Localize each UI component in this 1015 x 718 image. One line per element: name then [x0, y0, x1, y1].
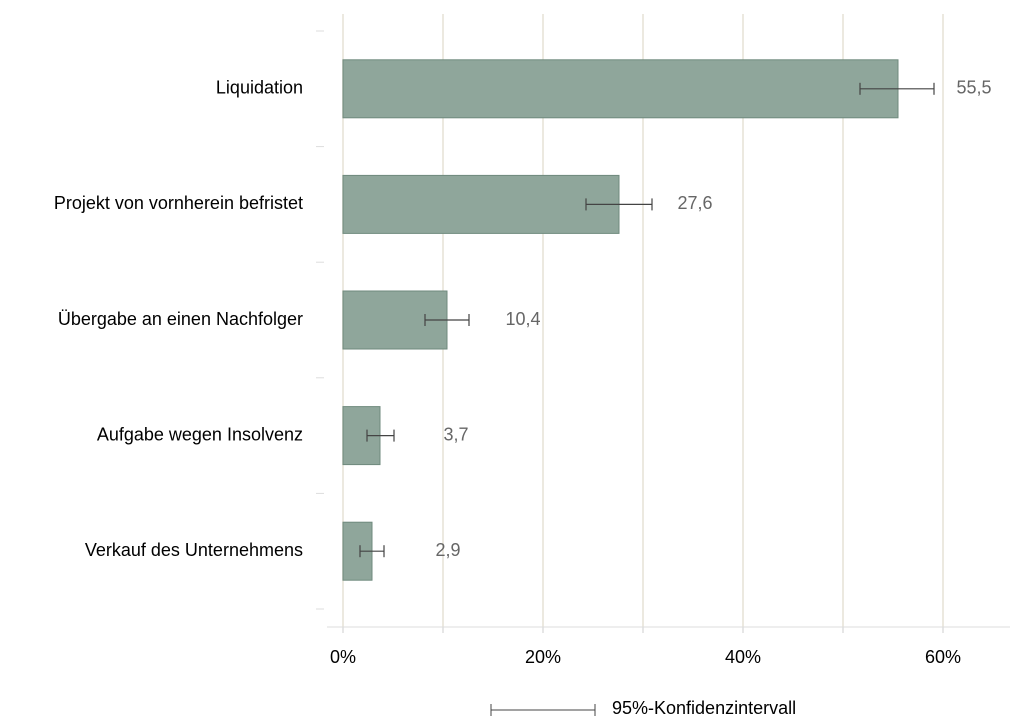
- bar: [342, 59, 899, 119]
- value-label: 55,5: [956, 78, 991, 98]
- error-bar: [424, 314, 470, 326]
- x-tick-label: 40%: [725, 647, 761, 667]
- y-tick-label: Liquidation: [216, 78, 303, 98]
- y-tick-label: Verkauf des Unternehmens: [85, 540, 303, 560]
- value-label: 3,7: [443, 424, 468, 444]
- error-bar: [359, 545, 385, 558]
- y-tick-label: Aufgabe wegen Insolvenz: [97, 424, 303, 444]
- x-tick-label: 0%: [330, 647, 356, 667]
- error-bar: [859, 82, 935, 95]
- x-tick-label: 60%: [925, 647, 961, 667]
- value-label: 2,9: [435, 540, 460, 560]
- value-label: 27,6: [677, 193, 712, 213]
- error-bar: [366, 429, 395, 442]
- bar: [342, 174, 620, 234]
- x-tick-label: 20%: [525, 647, 561, 667]
- value-label: 10,4: [505, 309, 540, 329]
- legend-label: 95%-Konfidenzintervall: [612, 698, 796, 718]
- y-tick-label: Übergabe an einen Nachfolger: [58, 309, 303, 329]
- y-tick-label: Projekt von vornherein befristet: [54, 193, 303, 213]
- error-bar: [585, 198, 653, 211]
